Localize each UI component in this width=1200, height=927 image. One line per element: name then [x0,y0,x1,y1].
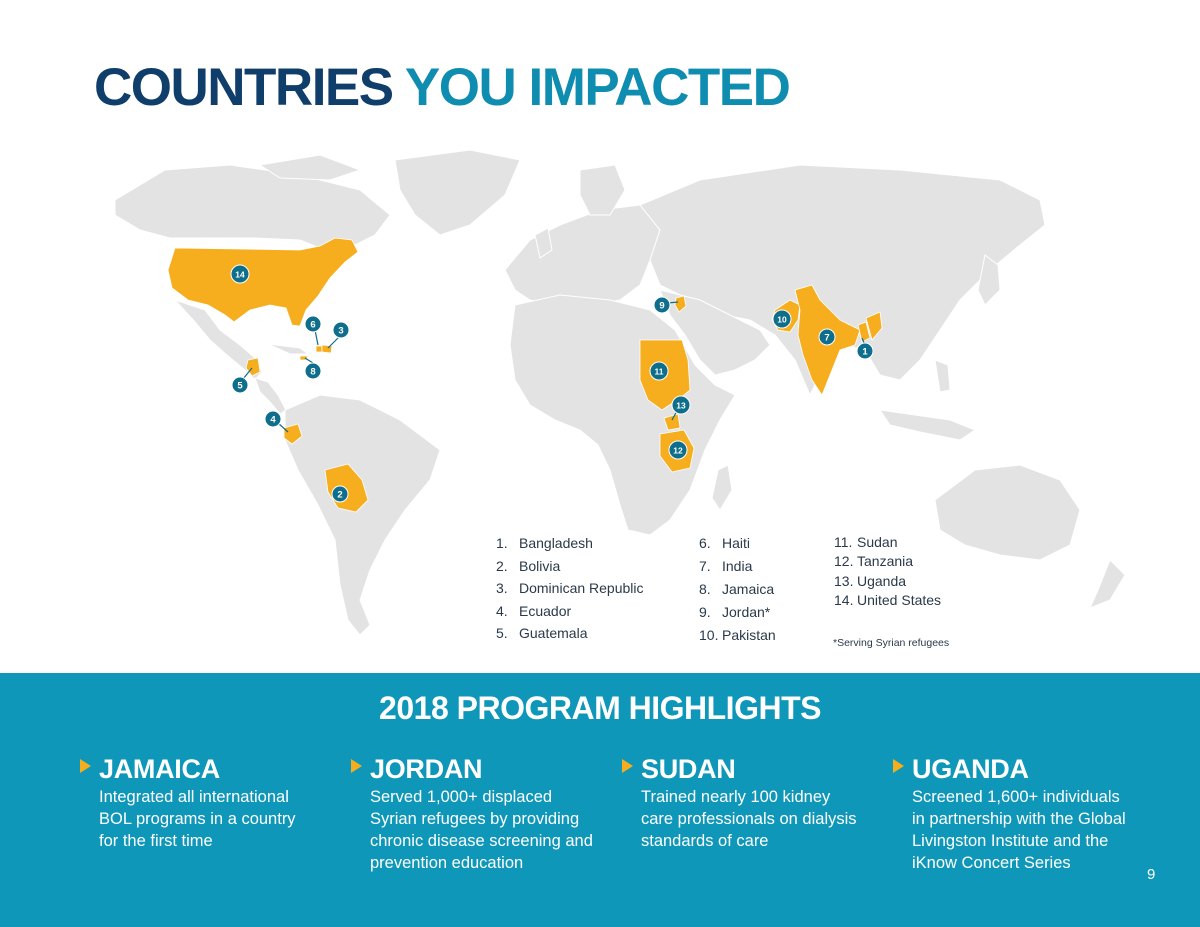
marker-2: 2 [331,485,349,503]
svg-text:7: 7 [824,333,829,344]
land-middle-east [659,289,771,376]
highlight-title: JORDAN [370,753,483,784]
svg-text:4: 4 [270,415,276,426]
country-bangladesh [857,321,871,343]
marker-13: 13 [671,395,691,415]
highlight-sudan: SUDAN Trained nearly 100 kidney care prof… [622,752,882,852]
legend-item: 9. Jordan* [699,604,771,620]
land-cuba [267,343,310,355]
highlight-body: Screened 1,600+ individuals in partnershi… [912,788,1126,872]
marker-7: 7 [818,328,836,346]
svg-text:11: 11 [655,367,664,377]
country-haiti [315,345,323,353]
triangle-bullet-icon [351,759,362,773]
marker-8: 8 [304,362,322,380]
page-title: COUNTRIES YOU IMPACTED [94,56,791,120]
highlights-band [0,673,1200,927]
legend-item: 7. India [699,558,753,574]
marker-1: 1 [856,342,874,360]
highlight-jordan: JORDAN Served 1,000+ displaced Syrian ref… [351,752,611,874]
highlight-jamaica: JAMAICA Integrated all international BOL … [80,752,340,852]
land-scandinavia [579,164,626,216]
marker-11: 11 [649,361,669,381]
legend-column-1: 1. Bangladesh 2. Bolivia 3. Dominican Repub… [496,532,644,645]
svg-text:3: 3 [338,326,343,337]
svg-text:10: 10 [777,315,787,325]
highlight-title: UGANDA [912,753,1029,784]
map-markers: 1 2 3 4 5 6 7 8 9 10 11 12 13 14 [230,264,874,503]
legend-item: 2. Bolivia [496,557,561,574]
country-united-states [167,237,359,327]
country-myanmar-region [865,311,883,341]
svg-text:12: 12 [673,446,683,456]
marker-12: 12 [668,440,688,460]
legend-item: 3. Dominican Republic [496,580,644,597]
marker-5: 5 [231,376,249,394]
highlight-title: JAMAICA [99,753,220,784]
svg-text:2: 2 [337,490,342,501]
marker-4: 4 [264,410,282,428]
highlight-body: Served 1,000+ displaced Syrian refugees b… [370,788,593,872]
highlight-body: Trained nearly 100 kidney care profession… [641,788,857,850]
svg-text:6: 6 [310,320,315,331]
country-ecuador [283,423,303,445]
marker-6: 6 [304,315,322,333]
land-canada-islands [258,154,362,181]
triangle-bullet-icon [622,759,633,773]
page-number: 9 [1147,866,1156,883]
land-mexico [173,298,263,381]
title-part2: YOU IMPACTED [404,58,791,117]
highlight-body: Integrated all international BOL programs… [99,788,296,850]
legend-footnote: *Serving Syrian refugees [833,637,950,649]
land-new-zealand [1089,559,1126,609]
marker-10: 10 [772,309,792,329]
title-part1: COUNTRIES [94,58,394,117]
triangle-bullet-icon [893,759,904,773]
legend-item: 11. Sudan [834,533,898,550]
land-philippines [934,359,951,393]
legend-item: 10. Pakistan [699,627,776,643]
land-central-america [254,377,287,415]
country-jordan [674,295,687,313]
world-map: 1 2 3 4 5 6 7 8 9 10 11 12 13 14 [114,149,1126,636]
legend-item: 6. Haiti [699,535,751,552]
land-uk [534,227,553,259]
marker-14: 14 [230,264,250,284]
highlight-title: SUDAN [641,753,736,784]
svg-text:8: 8 [310,367,315,378]
svg-text:1: 1 [862,347,868,358]
legend-item: 5. Guatemala [496,625,588,642]
land-europe [504,204,661,306]
country-uganda [663,413,681,431]
legend-column-3: 11. Sudan 12. Tanzania 13. Uganda 14. United… [834,532,941,610]
marker-3: 3 [332,321,350,339]
land-canada [114,164,391,251]
svg-text:14: 14 [235,270,245,280]
legend-item: 13. Uganda [834,572,907,589]
triangle-bullet-icon [80,759,91,773]
legend-column-2: 6. Haiti 7. India 8. Jamaica 9. Jordan* 10. P… [699,532,776,647]
svg-text:13: 13 [676,401,686,411]
svg-text:5: 5 [237,381,243,392]
legend-item: 8. Jamaica [699,581,775,597]
legend-item: 14. United States [834,592,942,609]
legend-item: 12. Tanzania [834,553,914,570]
svg-text:9: 9 [659,301,664,312]
land-south-america [284,394,441,636]
highlight-uganda: UGANDA Screened 1,600+ individuals in par… [893,752,1153,874]
legend-item: 1. Bangladesh [496,535,593,552]
highlights-title: 2018 PROGRAM HIGHLIGHTS [379,690,821,726]
land-madagascar [711,464,733,511]
land-japan [977,254,1001,306]
land-australia [934,464,1081,561]
land-indonesia [878,409,977,441]
legend-item: 4. Ecuador [496,602,572,619]
marker-9: 9 [653,296,671,314]
land-greenland [394,149,521,236]
